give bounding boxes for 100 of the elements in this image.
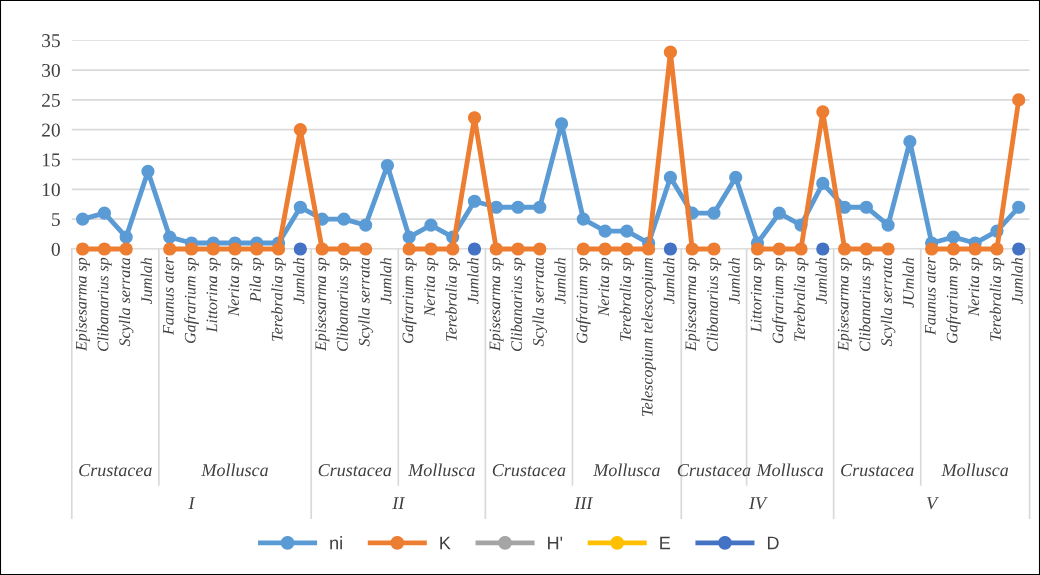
text: IV [748, 497, 768, 510]
legend-label: D [767, 536, 779, 550]
x-tick-label: Clibanarius sp [97, 257, 112, 351]
point [489, 200, 503, 214]
point [467, 242, 482, 256]
text: Mollusca [756, 463, 824, 477]
x-tick-label: Littorina sp [750, 257, 765, 333]
point [250, 242, 264, 256]
x-tick-label: Telescopium telescopium [641, 257, 656, 416]
y-tick-label: 20 [42, 123, 60, 137]
point [402, 230, 416, 244]
x-tick-label: Episesarma sp [489, 257, 504, 352]
point [772, 206, 786, 220]
legend-label: E [660, 536, 671, 550]
point [946, 230, 961, 244]
point [337, 242, 351, 256]
point [163, 230, 177, 244]
point [97, 206, 112, 220]
x-tick-label: Nerita sp [424, 257, 439, 317]
point [925, 242, 939, 256]
x-tick-label: Nerita sp [228, 257, 243, 317]
text: I [188, 497, 196, 509]
x-tick-label: Jumlah [140, 257, 152, 305]
point [816, 242, 830, 256]
point [511, 242, 525, 256]
y-tick-label: 0 [51, 242, 60, 256]
point [293, 242, 307, 256]
text: Mollusca [593, 463, 660, 477]
x-tick-label: Gafrarium sp [401, 257, 417, 343]
text: V [927, 497, 939, 510]
x-tick-label: Episesarma sp [75, 257, 90, 352]
text: III [574, 497, 594, 509]
point [859, 242, 873, 256]
point [315, 242, 329, 256]
x-tick-label: Littorina sp [206, 257, 221, 333]
point [511, 200, 525, 214]
point [380, 158, 395, 173]
x-tick-label: Jumlah [293, 257, 305, 305]
x-tick-label: Scylla serrata [118, 257, 134, 347]
point [293, 123, 307, 137]
x-tick-label: Nerita sp [598, 257, 613, 317]
point [903, 135, 917, 149]
point [446, 242, 460, 256]
x-tick-label: Terebralia sp [793, 257, 809, 341]
x-tick-label: JUmlah [902, 257, 914, 308]
point [685, 242, 699, 256]
point [76, 242, 90, 256]
text: Crustacea [492, 464, 566, 477]
x-tick-label: Episesarma sp [685, 257, 700, 352]
point [576, 212, 590, 226]
x-tick-label: Gafrarium sp [771, 257, 787, 343]
point [598, 224, 612, 238]
x-tick-label: Jumlah [467, 257, 479, 305]
point [184, 242, 199, 256]
point [881, 242, 895, 256]
point [707, 206, 721, 220]
text: Crustacea [677, 464, 751, 477]
x-tick-label: Faunus ater [163, 257, 174, 336]
x-tick-label: Clibanarius sp [859, 257, 874, 351]
point [729, 170, 743, 185]
point [163, 242, 177, 256]
text: II [392, 497, 406, 509]
point [402, 242, 416, 256]
x-tick-label: Jumlah [380, 257, 392, 305]
legend-label: ni [330, 536, 342, 550]
point [533, 242, 547, 256]
x-tick-label: Nerita sp [968, 257, 983, 317]
point [620, 242, 634, 256]
point [772, 242, 786, 256]
point [620, 224, 634, 238]
y-tick-label: 35 [42, 34, 60, 48]
point [816, 105, 830, 119]
point [141, 164, 155, 179]
point [707, 242, 721, 256]
text: Crustacea [841, 464, 914, 477]
point [750, 242, 765, 256]
point [271, 242, 286, 256]
point [1012, 93, 1026, 107]
x-tick-label: Scylla serrata [532, 257, 548, 347]
point [424, 218, 438, 232]
point [119, 230, 133, 244]
x-tick-label: Jumlah [728, 257, 740, 305]
point [642, 242, 656, 256]
x-tick-label: Episesarma sp [837, 257, 852, 352]
point [990, 242, 1004, 256]
x-tick-label: Jumlah [663, 257, 675, 305]
point [794, 242, 808, 256]
point [489, 242, 503, 256]
point [663, 170, 678, 185]
point [337, 212, 351, 226]
x-tick-label: Terebralia sp [619, 257, 635, 341]
text: Crustacea [318, 464, 392, 477]
point [97, 242, 112, 256]
x-tick-label: Terebralia sp [989, 257, 1005, 341]
x-tick-label: Pila sp [249, 257, 265, 303]
point [576, 242, 590, 256]
legend-label: H' [548, 536, 563, 550]
x-tick-label: Clibanarius sp [706, 257, 722, 351]
point [206, 242, 220, 256]
x-tick-label: Scylla serrata [880, 257, 896, 347]
